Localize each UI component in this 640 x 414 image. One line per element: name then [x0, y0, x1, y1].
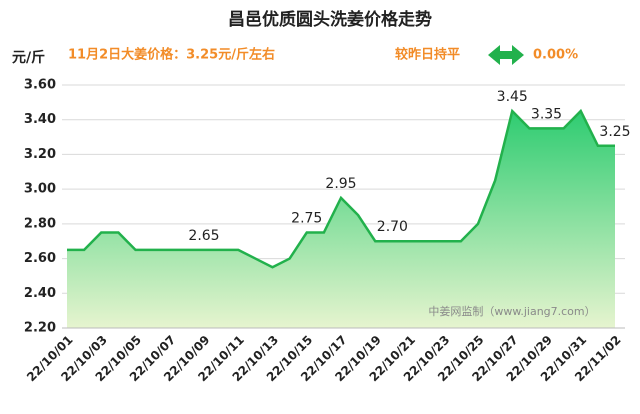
watermark: 中姜网监制（www.jiang7.com）	[428, 304, 595, 318]
data-label: 3.45	[497, 89, 528, 105]
y-unit: 元/斤	[12, 49, 45, 66]
data-label: 2.75	[291, 211, 322, 227]
y-tick-label: 2.60	[24, 251, 56, 266]
change-label: 较昨日持平	[395, 47, 460, 63]
chart-title: 昌邑优质圆头洗姜价格走势	[228, 9, 432, 30]
price-line	[67, 108, 615, 269]
data-label: 3.25	[599, 124, 630, 140]
y-tick-label: 3.20	[24, 147, 56, 162]
y-tick-label: 3.00	[24, 182, 56, 197]
y-tick-label: 3.60	[24, 78, 56, 93]
data-label: 2.65	[188, 228, 219, 244]
y-tick-label: 3.40	[24, 112, 56, 127]
y-tick-label: 2.20	[24, 321, 56, 336]
data-label: 3.35	[531, 106, 562, 122]
data-label: 2.95	[325, 176, 356, 192]
price-note: 11月2日大姜价格：3.25元/斤左右	[68, 47, 275, 63]
change-value: 0.00%	[533, 48, 578, 63]
y-tick-label: 2.80	[24, 216, 56, 231]
data-label: 2.70	[377, 219, 408, 235]
flat-arrow-icon	[488, 45, 524, 65]
area-fill	[67, 111, 615, 329]
y-tick-label: 2.40	[24, 286, 56, 301]
